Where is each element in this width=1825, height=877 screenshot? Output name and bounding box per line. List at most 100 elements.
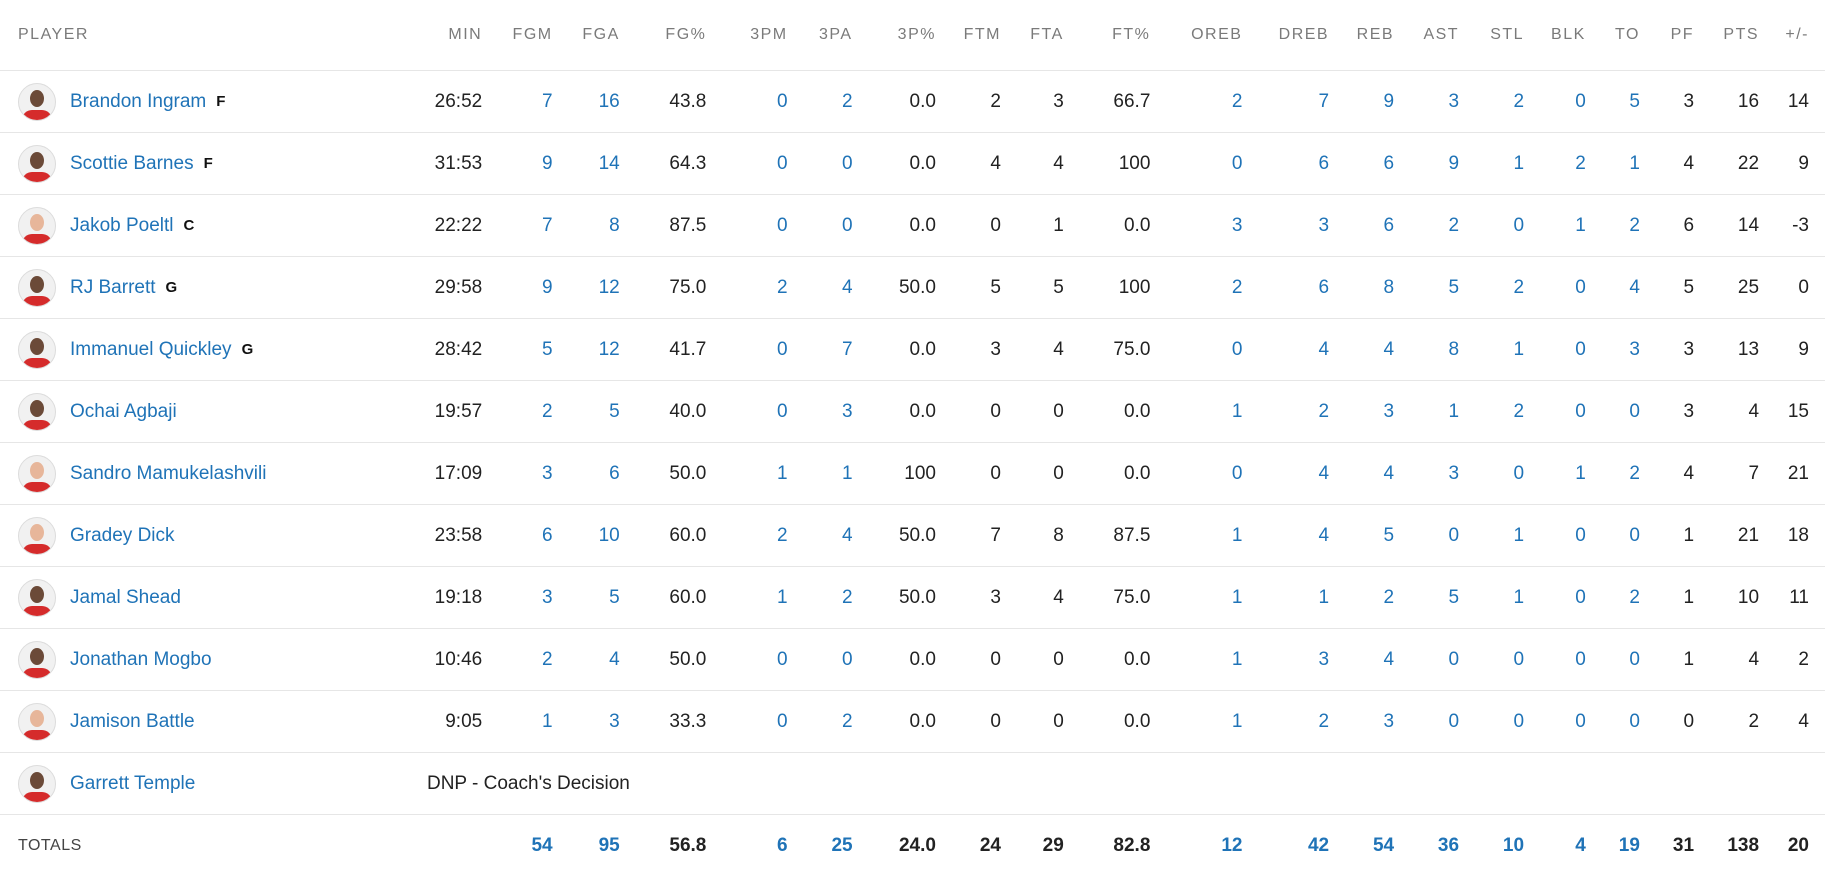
stat-cell-to[interactable]: 1 [1602, 133, 1656, 195]
stat-cell-3pa[interactable]: 7 [804, 319, 869, 381]
stat-cell-oreb[interactable]: 1 [1166, 505, 1258, 567]
stat-cell-blk[interactable]: 0 [1540, 505, 1602, 567]
stat-cell-ast[interactable]: 5 [1410, 567, 1475, 629]
total-cell-fgm[interactable]: 54 [498, 815, 568, 877]
column-header-min[interactable]: MIN [417, 0, 498, 71]
player-name-link[interactable]: Jonathan Mogbo [70, 649, 212, 671]
total-cell-dreb[interactable]: 42 [1258, 815, 1345, 877]
player-headshot-icon[interactable] [18, 455, 56, 493]
stat-cell-ast[interactable]: 0 [1410, 691, 1475, 753]
stat-cell-ast[interactable]: 3 [1410, 443, 1475, 505]
stat-cell-3pm[interactable]: 0 [722, 133, 803, 195]
player-name-link[interactable]: RJ Barrett [70, 277, 156, 299]
stat-cell-oreb[interactable]: 0 [1166, 133, 1258, 195]
column-header-fgm[interactable]: FGM [498, 0, 568, 71]
stat-cell-to[interactable]: 2 [1602, 443, 1656, 505]
stat-cell-3pa[interactable]: 2 [804, 71, 869, 133]
stat-cell-reb[interactable]: 4 [1345, 629, 1410, 691]
stat-cell-3pm[interactable]: 0 [722, 691, 803, 753]
stat-cell-fga[interactable]: 6 [569, 443, 636, 505]
stat-cell-reb[interactable]: 4 [1345, 443, 1410, 505]
stat-cell-fga[interactable]: 10 [569, 505, 636, 567]
stat-cell-fgm[interactable]: 1 [498, 691, 568, 753]
stat-cell-fgm[interactable]: 7 [498, 195, 568, 257]
column-header-reb[interactable]: REB [1345, 0, 1410, 71]
stat-cell-fga[interactable]: 5 [569, 567, 636, 629]
stat-cell-oreb[interactable]: 1 [1166, 629, 1258, 691]
stat-cell-dreb[interactable]: 1 [1258, 567, 1345, 629]
player-name-link[interactable]: Scottie Barnes [70, 153, 194, 175]
column-header-fg[interactable]: FG% [636, 0, 723, 71]
stat-cell-ast[interactable]: 1 [1410, 381, 1475, 443]
stat-cell-fga[interactable]: 12 [569, 257, 636, 319]
stat-cell-to[interactable]: 0 [1602, 505, 1656, 567]
column-header-dreb[interactable]: DREB [1258, 0, 1345, 71]
player-name-link[interactable]: Garrett Temple [70, 773, 195, 795]
stat-cell-to[interactable]: 3 [1602, 319, 1656, 381]
stat-cell-ast[interactable]: 3 [1410, 71, 1475, 133]
player-name-link[interactable]: Ochai Agbaji [70, 401, 177, 423]
player-headshot-icon[interactable] [18, 331, 56, 369]
player-name-link[interactable]: Jamison Battle [70, 711, 195, 733]
stat-cell-blk[interactable]: 0 [1540, 629, 1602, 691]
stat-cell-stl[interactable]: 2 [1475, 257, 1540, 319]
stat-cell-fga[interactable]: 3 [569, 691, 636, 753]
column-header-ft[interactable]: FT% [1080, 0, 1167, 71]
column-header-3pa[interactable]: 3PA [804, 0, 869, 71]
column-header-pts[interactable]: PTS [1710, 0, 1775, 71]
stat-cell-3pa[interactable]: 1 [804, 443, 869, 505]
stat-cell-stl[interactable]: 1 [1475, 505, 1540, 567]
stat-cell-fgm[interactable]: 3 [498, 443, 568, 505]
stat-cell-to[interactable]: 0 [1602, 691, 1656, 753]
stat-cell-blk[interactable]: 1 [1540, 443, 1602, 505]
stat-cell-oreb[interactable]: 0 [1166, 319, 1258, 381]
column-header-fga[interactable]: FGA [569, 0, 636, 71]
stat-cell-fga[interactable]: 14 [569, 133, 636, 195]
player-headshot-icon[interactable] [18, 269, 56, 307]
stat-cell-stl[interactable]: 2 [1475, 381, 1540, 443]
stat-cell-fgm[interactable]: 3 [498, 567, 568, 629]
stat-cell-stl[interactable]: 1 [1475, 133, 1540, 195]
stat-cell-fgm[interactable]: 9 [498, 133, 568, 195]
stat-cell-to[interactable]: 0 [1602, 381, 1656, 443]
total-cell-stl[interactable]: 10 [1475, 815, 1540, 877]
total-cell-to[interactable]: 19 [1602, 815, 1656, 877]
stat-cell-blk[interactable]: 0 [1540, 71, 1602, 133]
column-header-stl[interactable]: STL [1475, 0, 1540, 71]
total-cell-ast[interactable]: 36 [1410, 815, 1475, 877]
stat-cell-3pa[interactable]: 4 [804, 257, 869, 319]
column-header-oreb[interactable]: OREB [1166, 0, 1258, 71]
stat-cell-reb[interactable]: 2 [1345, 567, 1410, 629]
stat-cell-oreb[interactable]: 2 [1166, 71, 1258, 133]
stat-cell-dreb[interactable]: 2 [1258, 381, 1345, 443]
player-headshot-icon[interactable] [18, 393, 56, 431]
column-header-[interactable]: +/- [1775, 0, 1825, 71]
player-headshot-icon[interactable] [18, 579, 56, 617]
stat-cell-blk[interactable]: 1 [1540, 195, 1602, 257]
stat-cell-3pm[interactable]: 1 [722, 443, 803, 505]
total-cell-blk[interactable]: 4 [1540, 815, 1602, 877]
stat-cell-fga[interactable]: 16 [569, 71, 636, 133]
stat-cell-blk[interactable]: 0 [1540, 381, 1602, 443]
stat-cell-reb[interactable]: 6 [1345, 195, 1410, 257]
stat-cell-3pm[interactable]: 2 [722, 505, 803, 567]
stat-cell-3pm[interactable]: 0 [722, 71, 803, 133]
stat-cell-to[interactable]: 0 [1602, 629, 1656, 691]
player-headshot-icon[interactable] [18, 207, 56, 245]
stat-cell-stl[interactable]: 1 [1475, 319, 1540, 381]
stat-cell-fgm[interactable]: 2 [498, 629, 568, 691]
stat-cell-3pm[interactable]: 1 [722, 567, 803, 629]
column-header-fta[interactable]: FTA [1017, 0, 1080, 71]
total-cell-fga[interactable]: 95 [569, 815, 636, 877]
stat-cell-oreb[interactable]: 1 [1166, 381, 1258, 443]
stat-cell-3pa[interactable]: 3 [804, 381, 869, 443]
player-headshot-icon[interactable] [18, 703, 56, 741]
column-header-blk[interactable]: BLK [1540, 0, 1602, 71]
stat-cell-fgm[interactable]: 5 [498, 319, 568, 381]
stat-cell-stl[interactable]: 0 [1475, 443, 1540, 505]
player-name-link[interactable]: Immanuel Quickley [70, 339, 232, 361]
total-cell-3pa[interactable]: 25 [804, 815, 869, 877]
stat-cell-blk[interactable]: 2 [1540, 133, 1602, 195]
stat-cell-3pa[interactable]: 0 [804, 133, 869, 195]
stat-cell-3pa[interactable]: 0 [804, 195, 869, 257]
